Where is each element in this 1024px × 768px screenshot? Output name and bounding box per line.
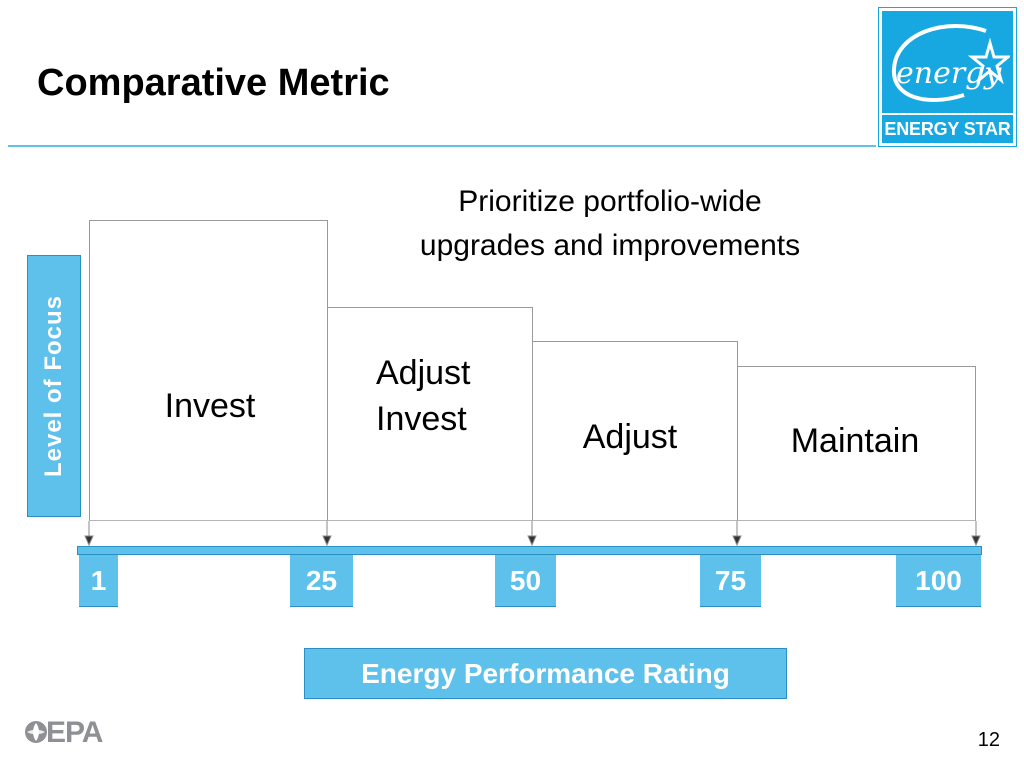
- page-number: 12: [977, 729, 1000, 751]
- step-label-adjust: Adjust: [582, 418, 678, 456]
- energy-star-icon: energy: [891, 23, 1010, 102]
- arrowhead-1: [84, 535, 94, 547]
- step-adjust-invest: [327, 307, 533, 521]
- y-axis-label: Level of Focus: [27, 255, 81, 517]
- step-maintain: [737, 366, 976, 521]
- epa-logo-text: EPA: [46, 716, 103, 749]
- step-invest: [89, 220, 328, 521]
- tick-50: 50: [495, 555, 556, 607]
- x-axis-label: Energy Performance Rating: [304, 648, 787, 699]
- arrowhead-100: [971, 535, 981, 547]
- tick-75: 75: [700, 555, 761, 607]
- tick-1: 1: [79, 555, 118, 607]
- energy-star-logo: energy ENERGY STAR: [878, 7, 1017, 147]
- rating-axis-bar: [77, 546, 982, 555]
- arrowhead-75: [732, 535, 742, 547]
- step-label-adjust-invest: Adjust Invest: [376, 354, 471, 438]
- epa-flower-icon: [25, 721, 47, 743]
- energy-star-wordmark: ENERGY STAR: [882, 113, 1013, 143]
- tick-25: 25: [290, 555, 353, 607]
- arrowhead-50: [527, 535, 537, 547]
- priority-note: Prioritize portfolio-wide upgrades and i…: [330, 180, 890, 268]
- step-label-maintain: Maintain: [790, 422, 920, 460]
- priority-note-text: Prioritize portfolio-wide upgrades and i…: [419, 185, 801, 262]
- slide-title: Comparative Metric: [37, 62, 390, 104]
- step-adjust: [532, 341, 738, 521]
- step-label-invest: Invest: [164, 387, 256, 425]
- arrowhead-25: [322, 535, 332, 547]
- title-divider: [8, 145, 876, 147]
- tick-100: 100: [896, 555, 981, 607]
